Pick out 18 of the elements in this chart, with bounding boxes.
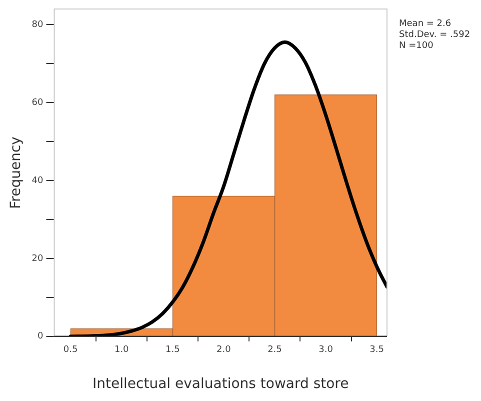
y-axis-title: Frequency: [8, 136, 24, 209]
y-tick-label: 60: [32, 98, 44, 108]
y-tick-label: 20: [32, 254, 44, 264]
x-tick-label: 2.0: [216, 345, 232, 356]
x-tick-label: 3.0: [318, 345, 334, 356]
text: N =100: [399, 40, 434, 51]
y-tick-label: 40: [32, 176, 44, 186]
y-tick-label: 80: [32, 20, 44, 30]
line-series: [68, 40, 387, 336]
x-tick-label: 1.5: [165, 345, 180, 356]
text: Std.Dev. = .592: [399, 30, 470, 40]
x-tick-label: 0.5: [63, 345, 78, 356]
x-tick-label: 1.0: [114, 345, 130, 356]
text: Mean = 2.6: [399, 18, 452, 29]
x-tick-label: 2.5: [268, 345, 282, 356]
x-tick-label: 3.5: [370, 345, 384, 356]
y-tick-label: 0: [38, 332, 44, 342]
x-axis-title: Intellectual evaluations toward store: [92, 376, 349, 392]
